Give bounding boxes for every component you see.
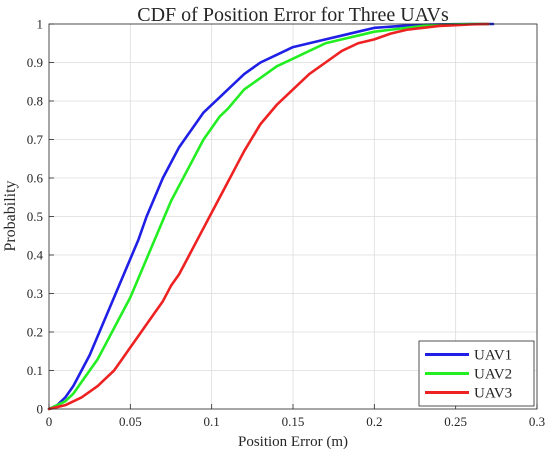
y-tick-label: 0.1 [27, 363, 43, 378]
x-tick-label: 0.25 [444, 414, 467, 429]
x-tick-label: 0 [46, 414, 53, 429]
series-line-uav1 [47, 22, 495, 411]
x-tick-label: 0.05 [119, 414, 142, 429]
x-axis-label: Position Error (m) [238, 434, 348, 450]
legend: UAV1 UAV2 UAV3 [418, 340, 535, 407]
legend-label-uav3: UAV3 [474, 386, 512, 402]
y-tick-label: 0.3 [27, 286, 43, 301]
x-tick-label: 0.3 [529, 414, 545, 429]
y-tick-label: 0.9 [27, 55, 43, 70]
legend-label-uav2: UAV2 [474, 367, 512, 383]
legend-label-uav1: UAV1 [474, 348, 512, 364]
y-tick-label: 0.4 [27, 248, 44, 263]
y-tick-label: 0 [37, 402, 44, 417]
y-tick-label: 0.7 [27, 132, 44, 147]
axis-ticks: 0 0.05 0.1 0.15 0.2 0.25 0.3 0 0.1 0.2 0.3 0.4 0.5 0.… [27, 17, 545, 430]
x-tick-label: 0.2 [366, 414, 382, 429]
series-line-uav3 [47, 22, 490, 411]
x-tick-label: 0.1 [204, 414, 220, 429]
y-tick-label: 0.2 [27, 325, 43, 340]
series-line-uav2 [47, 22, 490, 411]
y-tick-label: 1 [37, 17, 44, 32]
y-axis-label: Probability [2, 180, 19, 251]
y-tick-label: 0.5 [27, 209, 43, 224]
chart-title: CDF of Position Error for Three UAVs [137, 4, 449, 26]
x-tick-label: 0.15 [282, 414, 305, 429]
series-lines [47, 22, 495, 411]
y-tick-label: 0.8 [27, 94, 43, 109]
y-tick-label: 0.6 [27, 171, 44, 186]
